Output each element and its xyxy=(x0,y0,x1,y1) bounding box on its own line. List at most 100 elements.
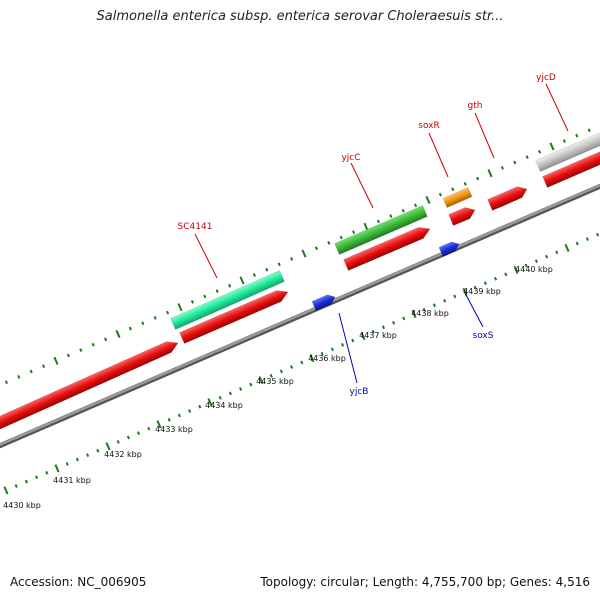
scale-label: 4430 kbp xyxy=(3,501,41,510)
reverse-feature-yjcb[interactable] xyxy=(311,292,337,311)
gene-label-soxs[interactable]: soxS xyxy=(473,331,494,341)
tick-mark xyxy=(166,310,170,315)
tick-mark xyxy=(188,409,192,413)
tick-mark xyxy=(513,160,517,165)
tick-mark xyxy=(341,343,345,347)
tick-mark xyxy=(525,155,529,159)
tick-mark xyxy=(301,249,307,258)
scale-label: 4431 kbp xyxy=(53,476,91,485)
tick-mark xyxy=(414,203,418,208)
tick-mark xyxy=(392,320,396,325)
tick-mark xyxy=(75,457,79,462)
tick-mark xyxy=(14,484,18,488)
scale-label: 4435 kbp xyxy=(256,377,294,386)
tick-mark xyxy=(389,214,393,218)
tick-mark xyxy=(500,165,504,170)
tick-mark xyxy=(198,404,202,409)
tick-mark xyxy=(351,338,355,343)
tick-mark xyxy=(265,267,269,272)
scale-label: 4439 kbp xyxy=(463,287,501,296)
genome-title: Salmonella enterica subsp. enterica sero… xyxy=(96,9,504,24)
tick-mark xyxy=(438,192,442,197)
tick-mark xyxy=(156,420,162,429)
tick-mark xyxy=(116,440,120,444)
gene-label-sc4141[interactable]: SC4141 xyxy=(178,222,213,232)
tick-mark xyxy=(487,169,493,178)
gene-bar-sc4141[interactable] xyxy=(170,270,285,330)
cds-arrow[interactable] xyxy=(487,183,530,211)
cds-arrow[interactable] xyxy=(448,204,478,226)
tick-mark xyxy=(91,342,95,347)
tick-mark xyxy=(66,353,70,358)
tick-mark xyxy=(476,176,480,181)
feature-track[interactable] xyxy=(0,128,600,433)
tick-mark xyxy=(320,351,324,356)
tick-mark xyxy=(330,347,334,352)
tick-mark xyxy=(228,283,232,288)
reverse-feature-soxs[interactable] xyxy=(438,239,461,257)
cds-arrow[interactable] xyxy=(542,147,600,188)
tick-mark xyxy=(218,395,222,400)
gene-label-yjcc[interactable]: yjcC xyxy=(341,153,360,163)
tick-mark xyxy=(42,364,46,369)
tick-mark xyxy=(545,254,549,259)
tick-mark xyxy=(249,382,253,387)
tick-mark xyxy=(190,299,194,304)
tick-mark xyxy=(290,365,294,369)
tick-mark xyxy=(363,222,369,231)
tick-mark xyxy=(564,243,570,252)
tick-mark xyxy=(228,391,232,396)
tick-mark xyxy=(562,139,566,143)
cds-arrow[interactable] xyxy=(0,338,180,433)
tick-mark xyxy=(309,354,315,363)
tick-mark xyxy=(443,298,447,303)
tick-mark xyxy=(79,348,83,352)
tick-mark xyxy=(269,373,273,378)
tick-mark xyxy=(177,413,181,418)
tick-mark xyxy=(128,326,132,331)
tick-mark xyxy=(585,237,589,241)
tick-mark xyxy=(65,462,69,466)
tick-mark xyxy=(483,281,487,286)
genome-backbone xyxy=(0,183,600,449)
gene-label-soxr[interactable]: soxR xyxy=(418,121,440,131)
tick-mark xyxy=(575,133,579,138)
tick-mark xyxy=(141,321,145,326)
tick-mark xyxy=(252,273,256,277)
accession-text: Accession: NC_006905 xyxy=(10,575,147,589)
tick-mark xyxy=(115,329,121,339)
tick-mark xyxy=(381,325,385,330)
tick-mark xyxy=(29,369,33,374)
inner-tick-ring: 4430 kbp 4431 kbp 4432 kbp 4433 kbp 4434 kbp… xyxy=(3,232,600,510)
scale-label: 4440 kbp xyxy=(515,265,553,274)
gene-bar-soxr[interactable] xyxy=(442,187,473,208)
cds-arrow[interactable] xyxy=(179,286,291,344)
tick-mark xyxy=(352,230,356,235)
cds-arrow[interactable] xyxy=(343,223,433,271)
tick-mark xyxy=(126,435,130,440)
tick-mark xyxy=(137,431,141,435)
gene-bar-yjcc[interactable] xyxy=(334,205,428,255)
tick-mark xyxy=(239,276,245,285)
tick-mark xyxy=(24,479,28,484)
tick-mark xyxy=(596,232,600,237)
tick-mark xyxy=(147,426,151,431)
tick-mark xyxy=(587,128,591,133)
tick-mark xyxy=(425,195,431,205)
tick-mark xyxy=(86,453,90,457)
gene-label-gth[interactable]: gth xyxy=(468,101,483,111)
tick-mark xyxy=(105,442,111,451)
tick-mark xyxy=(494,276,498,281)
gene-label-yjcb[interactable]: yjcB xyxy=(350,387,369,397)
tick-mark xyxy=(453,294,457,299)
tick-mark xyxy=(300,360,304,365)
gene-label-yjcd[interactable]: yjcD xyxy=(536,73,556,83)
tick-mark xyxy=(422,307,426,312)
tick-mark xyxy=(549,142,555,151)
tick-mark xyxy=(534,259,538,264)
gene-bar-yjcd[interactable] xyxy=(535,128,600,172)
tick-mark xyxy=(376,219,380,224)
tick-mark xyxy=(360,332,366,341)
scale-label: 4437 kbp xyxy=(359,331,397,340)
